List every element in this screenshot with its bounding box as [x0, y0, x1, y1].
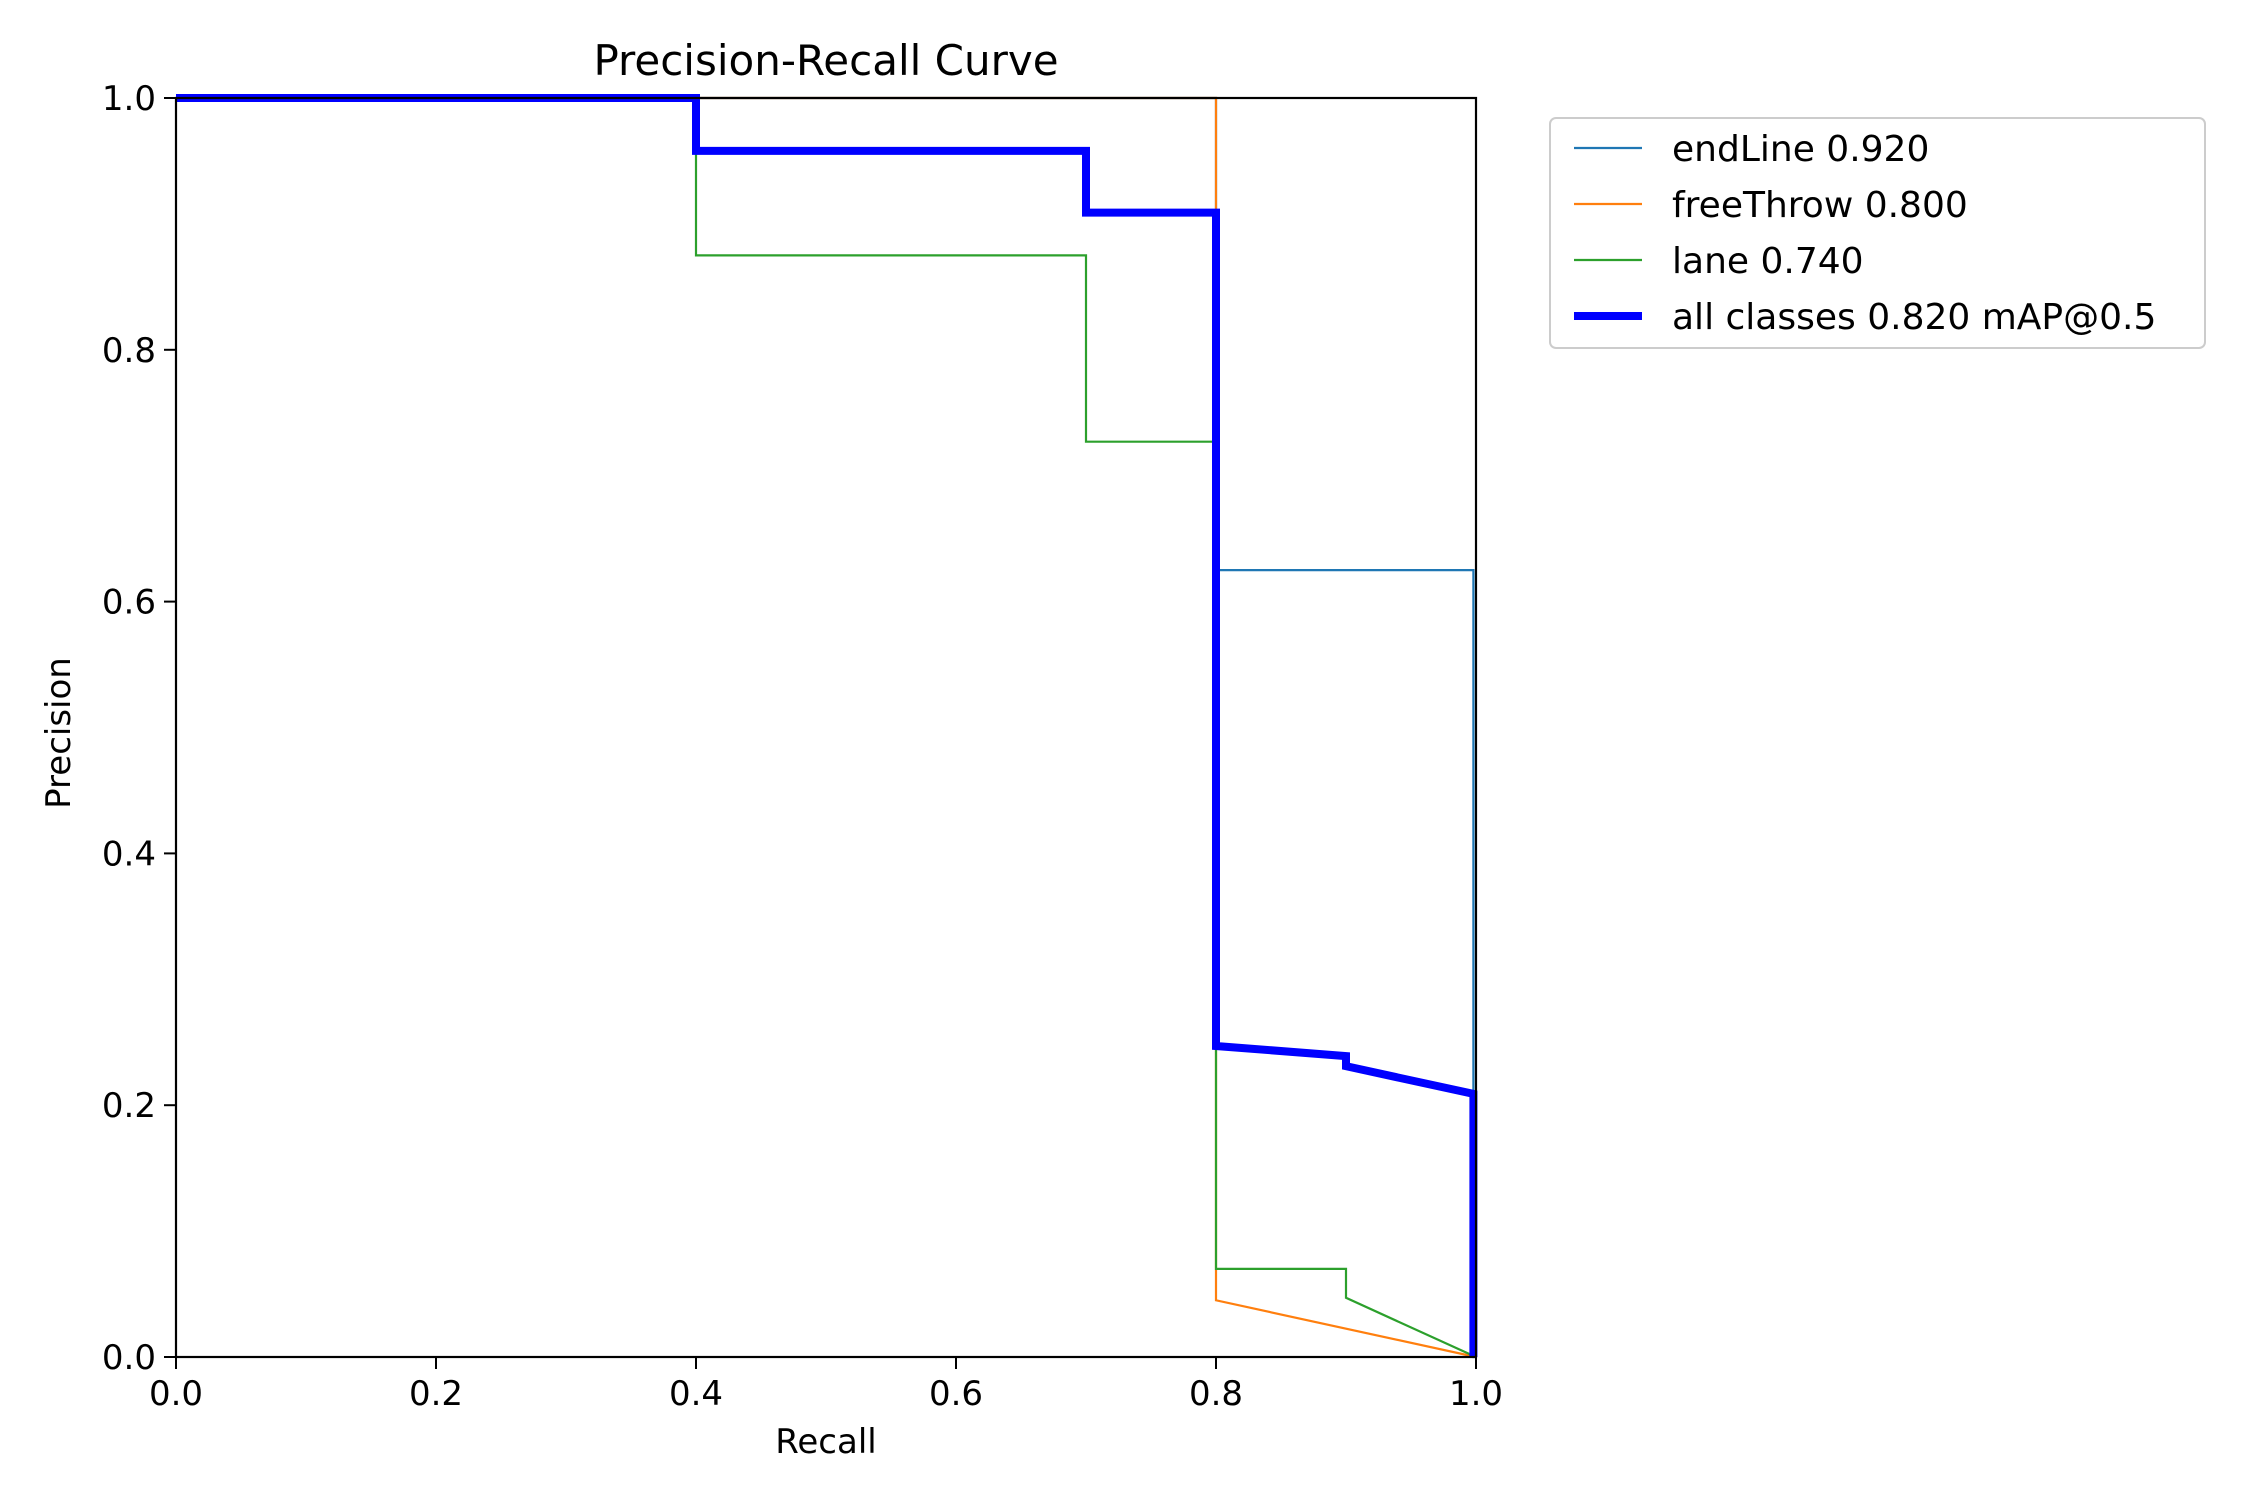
x-tick-label: 1.0 [1449, 1374, 1503, 1414]
legend-box [1549, 117, 2206, 349]
y-tick-label: 0.0 [102, 1338, 156, 1378]
y-tick-label: 0.8 [102, 331, 156, 371]
x-tick-label: 0.0 [149, 1374, 203, 1414]
plot-frame [174, 96, 1478, 1359]
y-tick-label: 0.2 [102, 1086, 156, 1126]
series-line-2 [176, 96, 1477, 1359]
legend-label: endLine 0.920 [1672, 129, 1929, 170]
ticks-layer: 0.0 0.2 0.4 0.6 0.8 1.0 0.0 0.2 0.4 0.6 0.8 1.0 [102, 79, 1503, 1414]
x-tick-label: 0.8 [1189, 1374, 1243, 1414]
legend-label: all classes 0.820 mAP@0.5 [1672, 297, 2156, 338]
legend: endLine 0.920 freeThrow 0.800 lane 0.740 al… [1549, 117, 2206, 349]
series-line-1 [176, 96, 1477, 1359]
series-layer [176, 94, 1478, 1359]
y-tick-label: 0.4 [102, 834, 156, 874]
legend-label: lane 0.740 [1672, 241, 1864, 282]
series-line-0 [176, 96, 1476, 1359]
chart-title: Precision-Recall Curve [593, 36, 1058, 85]
legend-label: freeThrow 0.800 [1672, 185, 1968, 226]
y-tick-label: 1.0 [102, 79, 156, 119]
x-tick-label: 0.2 [409, 1374, 463, 1414]
y-tick-label: 0.6 [102, 583, 156, 623]
y-axis-label: Precision [39, 657, 79, 809]
x-tick-label: 0.4 [669, 1374, 723, 1414]
series-line-3 [176, 94, 1478, 1357]
x-tick-label: 0.6 [929, 1374, 983, 1414]
x-axis-label: Recall [775, 1422, 876, 1462]
